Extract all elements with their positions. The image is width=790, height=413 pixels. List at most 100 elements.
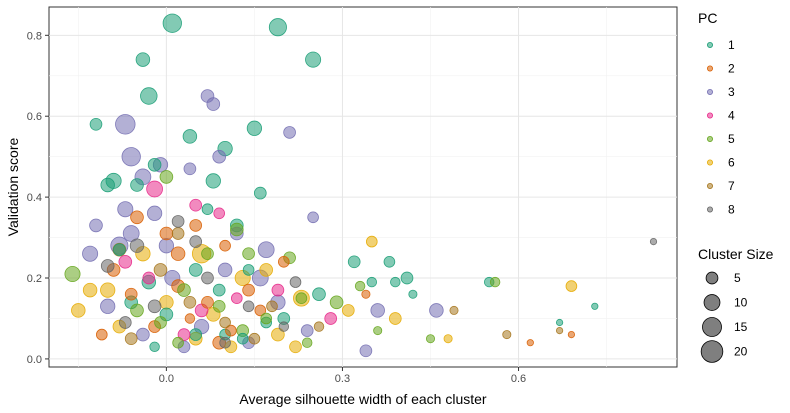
legend-swatch-pc-6 <box>707 159 714 166</box>
data-point-pc-1 <box>400 271 414 285</box>
legend-swatch-pc-8 <box>707 206 714 213</box>
data-point-pc-1 <box>113 243 126 257</box>
data-point-pc-6 <box>388 312 402 325</box>
data-point-pc-7 <box>248 332 261 345</box>
data-point-pc-5 <box>64 265 81 282</box>
data-point-pc-5 <box>212 299 226 313</box>
size-legend-title: Cluster Size <box>698 246 774 262</box>
data-point-pc-5 <box>260 312 273 325</box>
data-point-pc-7 <box>219 316 231 329</box>
x-tick-label: 0.0 <box>159 373 174 385</box>
data-point-pc-1 <box>100 177 115 193</box>
data-point-pc-1 <box>89 117 103 131</box>
data-point-pc-2 <box>254 304 267 317</box>
data-point-pc-3 <box>300 324 314 337</box>
data-point-pc-4 <box>177 328 191 341</box>
data-point-pc-5 <box>172 336 184 349</box>
data-point-pc-6 <box>565 280 578 292</box>
data-point-pc-8 <box>289 276 302 288</box>
size-legend-label: 20 <box>734 345 748 359</box>
data-point-pc-8 <box>219 336 231 349</box>
data-point-pc-3 <box>206 97 221 111</box>
data-point-pc-6 <box>271 327 285 342</box>
data-point-pc-5 <box>201 247 214 261</box>
data-point-pc-3 <box>89 218 103 233</box>
size-legend-swatch <box>700 340 724 363</box>
data-point-pc-8 <box>118 316 132 329</box>
data-point-pc-8 <box>201 271 214 285</box>
y-tick-label: 0.6 <box>27 111 42 123</box>
y-tick-label: 0.8 <box>27 30 42 42</box>
data-point-pc-7 <box>555 326 564 335</box>
data-point-pc-8 <box>129 238 145 253</box>
axes: 0.0 0.3 0.6 0.0 0.2 0.4 0.6 0.8 <box>27 30 526 385</box>
legend-label-pc-5: 5 <box>728 132 735 146</box>
data-point-pc-8 <box>147 299 162 314</box>
data-point-pc-1 <box>236 332 249 345</box>
data-point-pc-7 <box>502 330 512 340</box>
legend-label-pc-1: 1 <box>728 38 735 52</box>
data-point-pc-4 <box>118 255 133 269</box>
data-point-pc-8 <box>171 215 185 228</box>
size-legend-swatch <box>702 317 722 337</box>
data-point-pc-8 <box>189 235 203 248</box>
data-point-pc-1 <box>347 255 361 269</box>
data-point-pc-1 <box>147 158 162 172</box>
data-point-pc-3 <box>212 149 226 164</box>
size-legend-swatch <box>703 294 721 311</box>
x-tick-label: 0.6 <box>511 373 526 385</box>
data-point-pc-3 <box>82 245 99 262</box>
data-point-pc-8 <box>649 238 658 246</box>
data-point-pc-3 <box>257 241 275 259</box>
data-point-pc-3 <box>158 238 175 254</box>
data-point-pc-1 <box>268 18 287 37</box>
data-point-pc-1 <box>555 318 564 327</box>
data-point-pc-2 <box>567 330 576 339</box>
data-point-pc-4 <box>146 180 163 198</box>
data-points <box>64 13 658 358</box>
data-point-pc-6 <box>159 295 174 310</box>
data-point-pc-2 <box>124 287 138 301</box>
color-legend: 1 2 3 4 5 6 7 8 <box>707 38 735 217</box>
data-point-pc-3 <box>136 327 150 342</box>
legend-label-pc-8: 8 <box>728 203 735 217</box>
data-point-pc-6 <box>365 235 378 248</box>
data-point-pc-2 <box>184 313 196 324</box>
data-point-pc-8 <box>100 259 115 273</box>
data-point-pc-3 <box>429 303 444 318</box>
data-point-pc-6 <box>289 340 302 354</box>
data-point-pc-7 <box>313 321 325 332</box>
size-legend: 5 10 15 20 <box>700 271 748 363</box>
data-point-pc-2 <box>277 255 290 268</box>
data-point-pc-1 <box>212 283 226 297</box>
data-point-pc-2 <box>219 239 231 252</box>
color-legend-title: PC <box>698 10 717 26</box>
data-point-pc-3 <box>283 126 296 139</box>
data-point-pc-5 <box>230 222 244 237</box>
data-point-pc-1 <box>408 289 418 299</box>
data-point-pc-2 <box>201 295 214 309</box>
data-point-pc-6 <box>341 304 355 317</box>
data-point-pc-2 <box>170 246 186 261</box>
data-point-pc-3 <box>117 201 134 218</box>
data-point-pc-1 <box>201 203 214 216</box>
size-legend-swatch <box>705 271 719 285</box>
data-point-pc-3 <box>183 162 197 176</box>
data-point-pc-2 <box>242 283 255 297</box>
data-point-pc-2 <box>96 328 108 341</box>
data-point-pc-2 <box>159 226 174 241</box>
data-point-pc-3 <box>146 205 163 221</box>
data-point-pc-7 <box>266 300 278 313</box>
data-point-pc-5 <box>130 303 144 318</box>
data-point-pc-6 <box>71 303 86 318</box>
data-point-pc-5 <box>329 295 344 310</box>
data-point-pc-5 <box>159 170 174 184</box>
data-point-pc-3 <box>121 147 141 167</box>
legend-swatch-pc-7 <box>707 182 714 189</box>
legend-label-pc-4: 4 <box>728 109 735 123</box>
data-point-pc-5 <box>177 283 191 297</box>
data-point-pc-6 <box>259 263 273 277</box>
data-point-pc-5 <box>373 326 383 336</box>
legend-label-pc-3: 3 <box>728 85 735 99</box>
